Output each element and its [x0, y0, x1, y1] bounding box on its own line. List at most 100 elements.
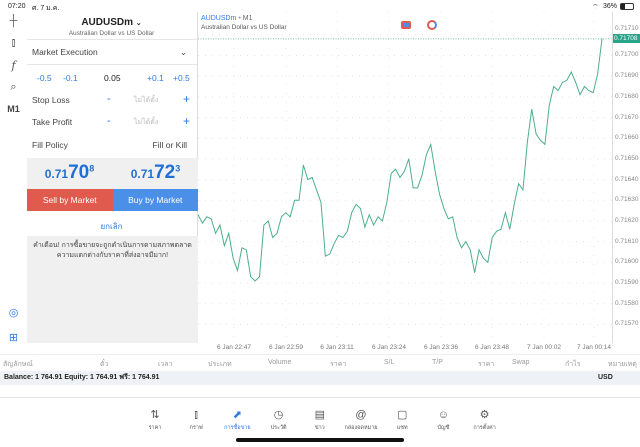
price-display: 0.71708 0.71723: [27, 158, 198, 189]
price-point: [206, 216, 208, 218]
column-header[interactable]: T/P: [432, 359, 443, 366]
x-tick-label: 6 Jan 22:59: [269, 344, 303, 351]
column-header[interactable]: เวลา: [158, 361, 173, 368]
price-point: [364, 226, 366, 228]
warning-message: คำเตือน! การซื้อขายจะถูกดำเนินการตามสภาพ…: [27, 236, 198, 343]
price-point: [592, 92, 594, 93]
tab-quotes[interactable]: ⇅ ราคา: [135, 408, 175, 432]
y-tick-label: 0.71570: [615, 320, 639, 328]
tab-history[interactable]: ◷ ประวัติ: [259, 408, 299, 432]
take-profit-plus[interactable]: +: [183, 114, 191, 128]
price-point: [588, 90, 590, 91]
execution-type-select[interactable]: Market Execution ⌄: [32, 47, 191, 57]
chart-icon: ⫾: [194, 409, 198, 421]
price-point: [439, 193, 440, 195]
column-header[interactable]: ตั๋ว: [100, 361, 109, 368]
chart-canvas: [198, 12, 612, 343]
price-point: [500, 228, 502, 230]
new-order-icon[interactable]: ⊞: [8, 332, 19, 344]
stop-loss-input[interactable]: ไม่ได้ตั้ง: [134, 97, 159, 104]
price-point: [215, 233, 216, 234]
price-point: [316, 189, 317, 191]
battery-level: 36%: [603, 3, 618, 10]
price-point: [320, 202, 322, 203]
sell-by-market-button[interactable]: Sell by Market: [27, 189, 113, 211]
timeframe-button[interactable]: M1: [7, 104, 20, 114]
fill-policy-value[interactable]: Fill or Kill: [152, 140, 187, 150]
trade-table-header: สัญลักษณ์ ตั๋ว เวลา ประเภท Volume ราคา S/L T/P ร…: [0, 354, 640, 371]
y-tick-label: 0.71680: [615, 92, 639, 100]
price-point: [562, 82, 563, 83]
price-point: [426, 154, 427, 156]
price-point: [597, 73, 598, 75]
objects-icon[interactable]: ⌕: [10, 81, 17, 93]
y-tick-label: 0.71600: [615, 258, 639, 266]
y-tick-label: 0.71580: [615, 299, 639, 307]
price-point: [452, 216, 453, 218]
tab-chart[interactable]: ⫾ กราฟ: [176, 408, 216, 432]
price-point: [469, 249, 471, 251]
price-point: [246, 249, 247, 251]
left-toolbar: ┼ ⫾ f ⌕ M1 ◎ ⊞: [0, 12, 27, 344]
volume-minus-0.5[interactable]: -0.5: [37, 73, 52, 83]
y-tick-label: 0.71660: [615, 134, 639, 142]
price-point: [566, 79, 568, 81]
stop-loss-plus[interactable]: +: [183, 92, 191, 106]
buy-by-market-button[interactable]: Buy by Market: [112, 189, 198, 211]
column-header[interactable]: Swap: [512, 359, 530, 366]
price-point: [289, 216, 291, 218]
price-point: [368, 214, 370, 216]
tab-mailbox[interactable]: @ กล่องจดหมาย: [341, 408, 381, 432]
tab-chat[interactable]: ▢ แชท: [382, 408, 422, 432]
crosshair-icon[interactable]: ┼: [9, 15, 18, 27]
battery-icon: [620, 3, 634, 10]
column-header[interactable]: สัญลักษณ์: [3, 361, 33, 368]
price-point: [540, 139, 541, 141]
column-header[interactable]: ราคา: [478, 361, 495, 368]
news-icon: ▤: [314, 409, 325, 421]
price-point: [237, 270, 238, 271]
column-header[interactable]: ประเภท: [208, 361, 232, 368]
volume-plus-0.1[interactable]: +0.1: [147, 73, 164, 83]
tab-account[interactable]: ☺ บัญชี: [423, 408, 463, 432]
column-header[interactable]: S/L: [384, 359, 395, 366]
balance-bar: Balance: 1 764.91 Equity: 1 764.91 ฟรี: …: [0, 371, 640, 385]
volume-input[interactable]: 0.05: [104, 73, 121, 83]
chevron-down-icon: ⌄: [179, 47, 187, 57]
price-point: [570, 71, 572, 73]
chart-symbol-title: AUDUSDm • M1: [201, 15, 253, 22]
candlestick-icon[interactable]: ⫾: [11, 37, 16, 49]
tab-label: ข่าว: [314, 425, 325, 431]
column-header[interactable]: หมายเหตุ: [608, 361, 637, 368]
tab-label: การตั้งค่า: [473, 425, 496, 431]
indicators-icon[interactable]: f: [11, 59, 16, 72]
fill-policy-label: Fill Policy: [32, 140, 68, 150]
tab-news[interactable]: ▤ ข่าว: [300, 408, 340, 432]
trade-levels-icon[interactable]: [427, 20, 437, 30]
bid-price: 0.71708: [44, 162, 95, 183]
price-point: [553, 86, 554, 87]
one-click-trading-icon[interactable]: [401, 21, 411, 29]
stop-loss-minus[interactable]: -: [107, 93, 111, 105]
column-header[interactable]: Volume: [268, 359, 292, 366]
volume-plus-0.5[interactable]: +0.5: [173, 73, 190, 83]
take-profit-minus[interactable]: -: [107, 115, 111, 127]
column-header[interactable]: ราคา: [330, 361, 347, 368]
symbol-selector[interactable]: AUDUSDm ⌄: [32, 17, 191, 28]
price-point: [496, 230, 497, 232]
settings-icon: ⚙: [479, 409, 490, 421]
chart-zoom-icon[interactable]: ◎: [8, 307, 19, 319]
tab-trade[interactable]: ⬈ การซื้อขาย: [217, 408, 257, 432]
column-header[interactable]: กำไร: [565, 361, 581, 368]
cancel-button[interactable]: ยกเลิก: [100, 222, 123, 231]
volume-minus-0.1[interactable]: -0.1: [63, 73, 78, 83]
price-point: [487, 262, 489, 263]
price-point: [408, 158, 410, 160]
price-point: [430, 144, 432, 145]
take-profit-input[interactable]: ไม่ได้ตั้ง: [134, 119, 159, 126]
price-point: [232, 257, 234, 259]
price-chart[interactable]: AUDUSDm • M1 Australian Dollar vs US Dol…: [198, 12, 612, 343]
symbol-description: Australian Dollar vs US Dollar: [68, 30, 155, 37]
tab-settings[interactable]: ⚙ การตั้งค่า: [465, 408, 505, 432]
price-point: [584, 86, 585, 87]
